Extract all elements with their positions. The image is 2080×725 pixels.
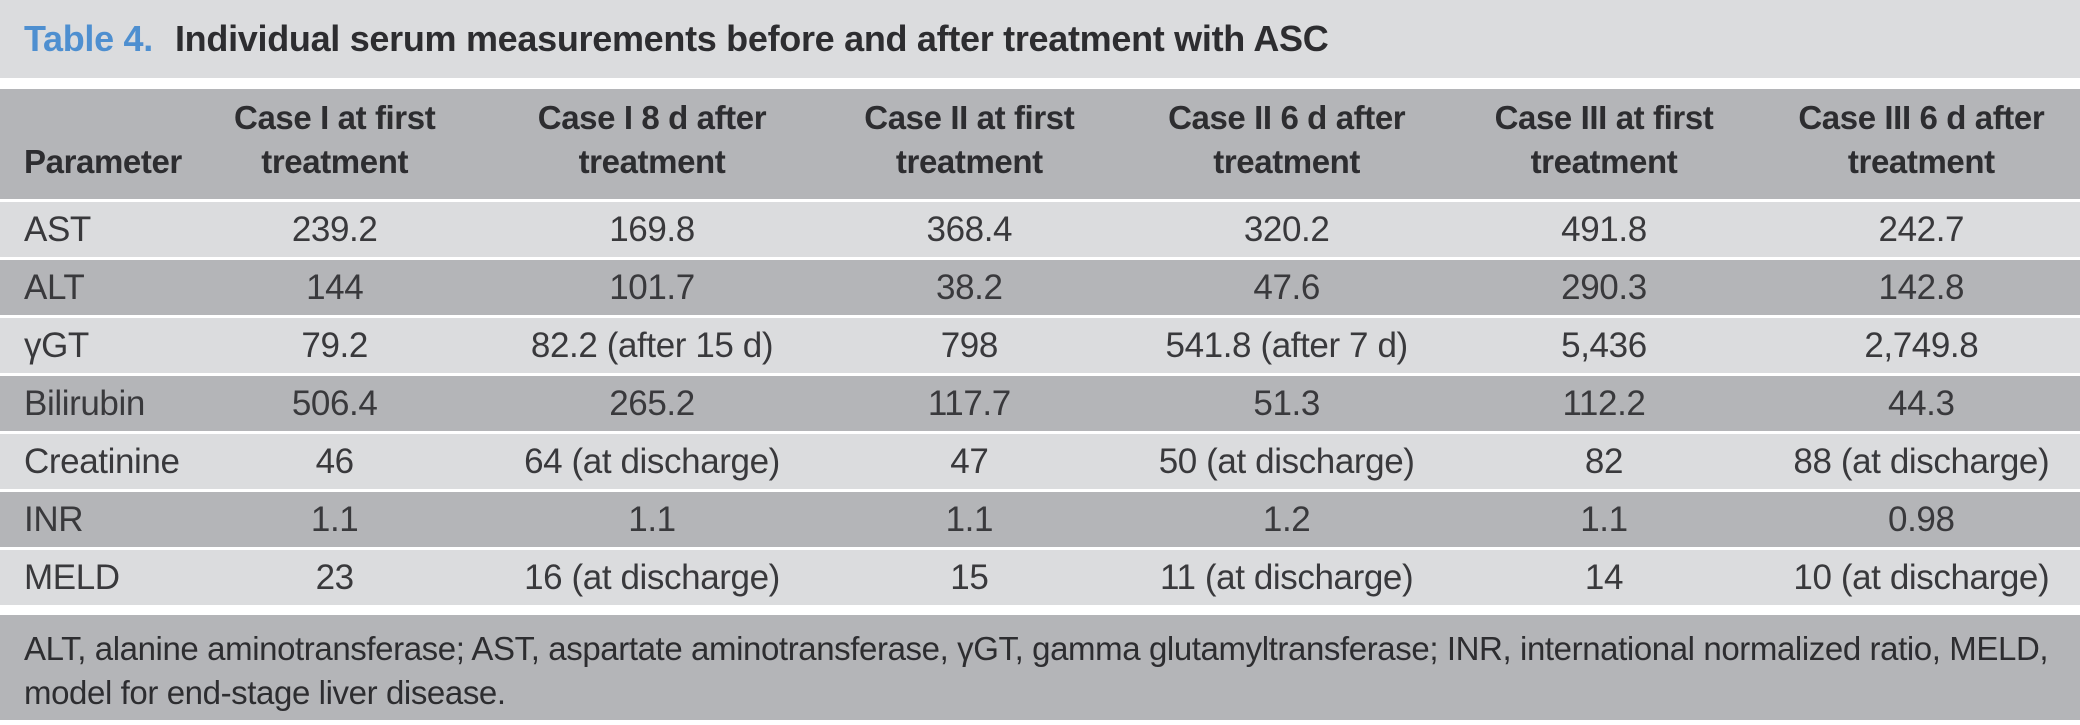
parameter-cell: MELD <box>0 550 176 605</box>
parameter-cell: Bilirubin <box>0 376 176 431</box>
value-cell: 44.3 <box>1762 376 2080 431</box>
value-cell: 0.98 <box>1762 492 2080 547</box>
column-header-parameter: Parameter <box>0 89 182 199</box>
value-cell: 368.4 <box>810 202 1128 257</box>
table-header-row: Parameter Case I at first treatment Case I … <box>0 89 2080 199</box>
table-row: ALT 144 101.7 38.2 47.6 290.3 142.8 <box>0 260 2080 315</box>
column-header: Case II at first treatment <box>810 89 1128 199</box>
value-cell: 47 <box>810 434 1128 489</box>
column-header: Case III 6 d after treatment <box>1762 89 2080 199</box>
column-header: Case I at first treatment <box>176 89 494 199</box>
value-cell: 1.1 <box>176 492 494 547</box>
value-cell: 144 <box>176 260 494 315</box>
value-cell: 290.3 <box>1445 260 1763 315</box>
parameter-cell: INR <box>0 492 176 547</box>
serum-measurements-table: Parameter Case I at first treatment Case I … <box>0 86 2080 608</box>
value-cell: 51.3 <box>1127 376 1446 431</box>
value-cell: 1.1 <box>493 492 811 547</box>
value-cell: 46 <box>176 434 494 489</box>
value-cell: 47.6 <box>1127 260 1446 315</box>
column-header: Case II 6 d after treatment <box>1127 89 1446 199</box>
value-cell: 16 (at discharge) <box>493 550 811 605</box>
value-cell: 541.8 (after 7 d) <box>1127 318 1446 373</box>
table-row: AST 239.2 169.8 368.4 320.2 491.8 242.7 <box>0 202 2080 257</box>
value-cell: 112.2 <box>1445 376 1763 431</box>
table-row: Creatinine 46 64 (at discharge) 47 50 (at di… <box>0 434 2080 489</box>
table-number-label: Table 4. <box>24 18 153 59</box>
value-cell: 82.2 (after 15 d) <box>493 318 811 373</box>
value-cell: 491.8 <box>1445 202 1763 257</box>
value-cell: 1.1 <box>1445 492 1763 547</box>
value-cell: 798 <box>810 318 1128 373</box>
value-cell: 117.7 <box>810 376 1128 431</box>
table-caption: Individual serum measurements before and… <box>174 18 1329 59</box>
value-cell: 101.7 <box>493 260 811 315</box>
table-footnote: ALT, alanine aminotransferase; AST, aspa… <box>0 615 2080 720</box>
value-cell: 320.2 <box>1127 202 1446 257</box>
value-cell: 265.2 <box>493 376 811 431</box>
parameter-cell: ALT <box>0 260 176 315</box>
table-container: Parameter Case I at first treatment Case I … <box>0 78 2080 608</box>
value-cell: 23 <box>176 550 494 605</box>
parameter-cell: γGT <box>0 318 176 373</box>
value-cell: 5,436 <box>1445 318 1763 373</box>
table-body: AST 239.2 169.8 368.4 320.2 491.8 242.7 ALT 144 1… <box>0 202 2080 605</box>
value-cell: 10 (at discharge) <box>1762 550 2080 605</box>
parameter-cell: AST <box>0 202 176 257</box>
table-row: MELD 23 16 (at discharge) 15 11 (at discharg… <box>0 550 2080 605</box>
table-row: Bilirubin 506.4 265.2 117.7 51.3 112.2 44.3 <box>0 376 2080 431</box>
value-cell: 142.8 <box>1762 260 2080 315</box>
column-header: Case III at first treatment <box>1445 89 1763 199</box>
value-cell: 50 (at discharge) <box>1127 434 1446 489</box>
value-cell: 11 (at discharge) <box>1127 550 1446 605</box>
value-cell: 38.2 <box>810 260 1128 315</box>
value-cell: 506.4 <box>176 376 494 431</box>
value-cell: 1.2 <box>1127 492 1446 547</box>
value-cell: 169.8 <box>493 202 811 257</box>
value-cell: 82 <box>1445 434 1763 489</box>
value-cell: 1.1 <box>810 492 1128 547</box>
table-row: INR 1.1 1.1 1.1 1.2 1.1 0.98 <box>0 492 2080 547</box>
value-cell: 88 (at discharge) <box>1762 434 2080 489</box>
value-cell: 242.7 <box>1762 202 2080 257</box>
parameter-cell: Creatinine <box>0 434 180 489</box>
column-header: Case I 8 d after treatment <box>493 89 811 199</box>
value-cell: 79.2 <box>176 318 494 373</box>
table-title-bar: Table 4. Individual serum measurements b… <box>0 0 2080 78</box>
value-cell: 64 (at discharge) <box>493 434 811 489</box>
value-cell: 2,749.8 <box>1762 318 2080 373</box>
value-cell: 14 <box>1445 550 1763 605</box>
value-cell: 239.2 <box>176 202 494 257</box>
value-cell: 15 <box>810 550 1128 605</box>
table-row: γGT 79.2 82.2 (after 15 d) 798 541.8 (after … <box>0 318 2080 373</box>
